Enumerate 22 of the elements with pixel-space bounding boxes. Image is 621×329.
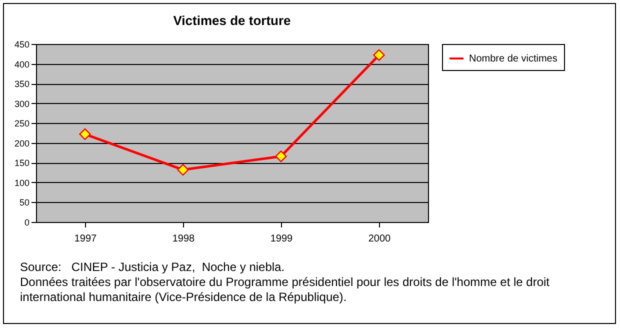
y-tick-label: 150: [14, 158, 30, 168]
y-tick-label: 100: [14, 178, 30, 188]
y-tick-label: 0: [24, 218, 30, 228]
y-tick-label: 50: [19, 198, 30, 208]
x-tick-label: 2000: [368, 234, 392, 244]
y-tick-label: 300: [14, 98, 30, 109]
x-tick-label: 1998: [172, 234, 196, 244]
source-note: Source: CINEP - Justicia y Paz, Noche y niebla.: [20, 260, 286, 275]
y-tick-label: 250: [14, 118, 30, 129]
chart-title: Victimes de torture: [173, 13, 291, 28]
x-tick-label: 1999: [270, 234, 294, 244]
point: [79, 128, 91, 140]
legend-label: Nombre de victimes: [469, 54, 558, 64]
x-tick-label: 1997: [74, 234, 98, 244]
y-tick-label: 350: [14, 79, 30, 90]
y-tick-label: 400: [14, 59, 30, 70]
point: [373, 49, 385, 61]
text: Données traitées par l'observatoire du Programme présidentiel pour les droits de l'homme et le droit international humanitaire (Vice-Présidence de la République).: [20, 275, 551, 305]
y-tick-label: 200: [14, 138, 30, 148]
point: [177, 164, 189, 176]
point: [275, 150, 287, 162]
y-tick-label: 450: [14, 40, 30, 50]
